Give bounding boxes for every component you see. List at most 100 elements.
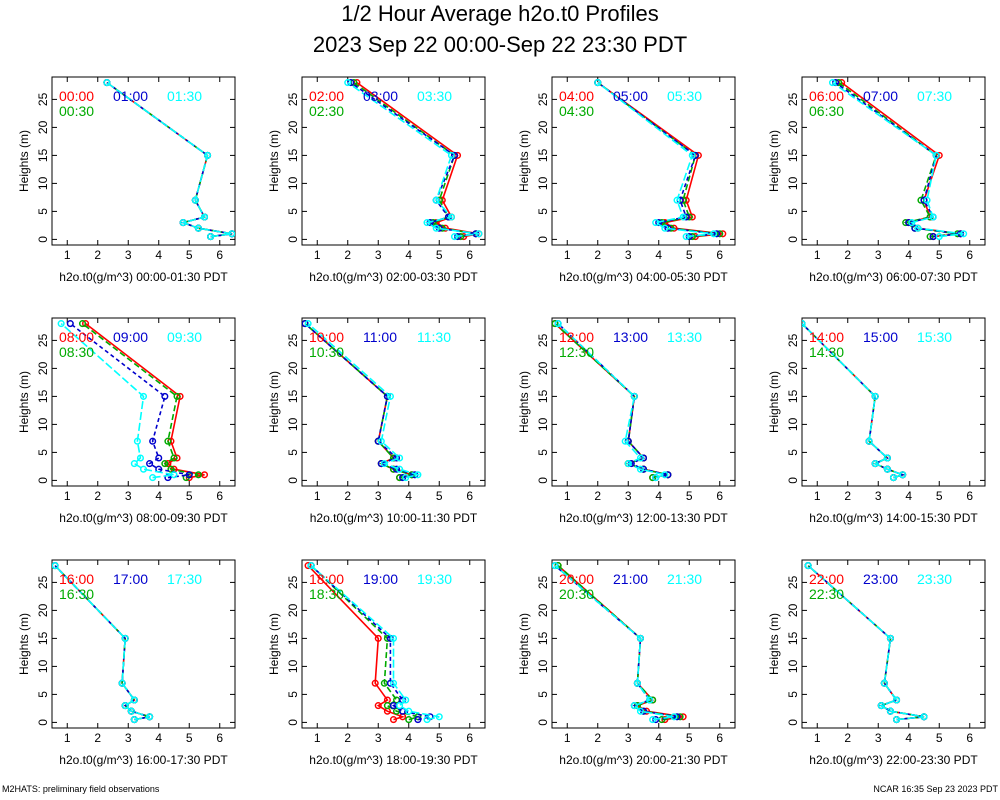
- legend-entry-16:30: 16:30: [59, 586, 94, 602]
- x-tick-label: 3: [125, 248, 132, 262]
- data-point-17:30: [130, 696, 138, 704]
- data-point-05:30: [652, 219, 660, 227]
- series-group: [552, 562, 687, 724]
- x-axis-label: h2o.t0(g/m^3) 20:00-21:30 PDT: [559, 753, 728, 767]
- series-group: [594, 79, 727, 241]
- series-line-04:00: [597, 81, 723, 238]
- data-point-19:30: [423, 716, 431, 724]
- x-tick-label: 1: [814, 731, 821, 745]
- data-point-01:30: [200, 213, 209, 221]
- data-point-09:30: [57, 320, 65, 328]
- y-tick-label: 25: [786, 575, 800, 589]
- data-point-17:30: [121, 634, 129, 642]
- y-tick-label: 15: [36, 631, 50, 645]
- x-axis-label: h2o.t0(g/m^3) 12:00-13:30 PDT: [559, 511, 728, 525]
- data-point-15:30: [802, 320, 806, 328]
- profile-panel-10: 1 2 3 4 5 6 0 5 10 15 20 25 h2o.t0(g/m^3) 20:00-21:3…: [517, 559, 736, 767]
- data-point-15:30: [883, 454, 891, 462]
- x-tick-label: 3: [625, 731, 632, 745]
- x-tick-label: 1: [564, 731, 571, 745]
- data-point-18:00: [371, 679, 379, 687]
- data-point-06:30: [926, 233, 934, 241]
- x-tick-label: 4: [155, 248, 162, 262]
- y-tick-label: 10: [536, 176, 550, 190]
- y-axis-label: Heights (m): [517, 613, 531, 675]
- data-point-03:30: [432, 196, 440, 204]
- data-point-07:30: [923, 196, 931, 204]
- y-tick-label: 10: [36, 176, 50, 190]
- y-tick-label: 25: [536, 575, 550, 589]
- y-tick-label: 20: [536, 120, 550, 134]
- x-tick-label: 2: [594, 248, 601, 262]
- legend-entry-19:00: 19:00: [363, 571, 398, 587]
- data-point-17:30: [118, 679, 126, 687]
- series-line-23:30: [807, 565, 925, 721]
- x-tick-label: 4: [905, 731, 912, 745]
- y-tick-label: 0: [36, 719, 50, 726]
- x-tick-label: 2: [94, 731, 101, 745]
- legend-entry-15:30: 15:30: [917, 329, 952, 345]
- data-point-21:30: [646, 696, 654, 704]
- data-point-13:30: [624, 460, 632, 468]
- data-point-12:30: [649, 474, 657, 482]
- data-point-03:30: [344, 79, 352, 87]
- series-line-00:30: [106, 81, 233, 238]
- series-line-05:30: [597, 81, 714, 238]
- y-axis-label: Heights (m): [267, 613, 281, 675]
- profile-panel-11: 1 2 3 4 5 6 0 5 10 15 20 25 h2o.t0(g/m^3) 22:00-23:3…: [767, 559, 986, 767]
- x-tick-label: 1: [814, 489, 821, 503]
- footer-left: M2HATS: preliminary field observations: [2, 784, 160, 794]
- y-tick-label: 20: [286, 603, 300, 617]
- x-tick-label: 4: [405, 731, 412, 745]
- y-tick-label: 15: [536, 389, 550, 403]
- profile-panel-3: 1 2 3 4 5 6 0 5 10 15 20 25 h2o.t0(g/m^3) 06:00-07:3…: [767, 76, 986, 284]
- y-axis-label: Heights (m): [17, 130, 31, 192]
- legend-entry-10:30: 10:30: [309, 344, 344, 360]
- legend-entry-08:00: 08:00: [59, 329, 94, 345]
- plot-frame: [301, 559, 486, 729]
- data-point-13:30: [636, 465, 645, 473]
- data-point-07:00: [920, 196, 928, 204]
- data-point-21:30: [633, 679, 641, 687]
- data-point-03:30: [423, 219, 431, 227]
- y-tick-label: 15: [286, 631, 300, 645]
- y-tick-label: 5: [536, 691, 550, 698]
- y-tick-label: 5: [786, 208, 800, 215]
- x-tick-label: 3: [625, 489, 632, 503]
- data-point-01:30: [204, 151, 212, 159]
- series-line-07:30: [832, 81, 964, 238]
- data-point-09:00: [155, 454, 163, 462]
- y-tick-label: 20: [36, 120, 50, 134]
- legend-entry-22:00: 22:00: [809, 571, 844, 587]
- data-point-05:30: [682, 233, 690, 241]
- data-point-18:30: [383, 702, 391, 710]
- data-point-19:30: [405, 707, 413, 715]
- data-point-03:30: [447, 151, 456, 159]
- legend-entry-05:00: 05:00: [613, 88, 648, 104]
- profile-panel-7: 1 2 3 4 5 6 0 5 10 15 20 25 h2o.t0(g/m^3) 14:00-15:3…: [767, 317, 986, 525]
- data-point-09:30: [149, 474, 157, 482]
- data-point-09:30: [170, 471, 178, 479]
- data-point-05:30: [679, 213, 687, 221]
- legend-entry-05:30: 05:30: [667, 88, 702, 104]
- x-tick-label: 6: [466, 248, 473, 262]
- data-point-05:30: [710, 230, 718, 238]
- legend-entry-22:30: 22:30: [809, 586, 844, 602]
- data-point-11:30: [380, 460, 388, 468]
- x-tick-label: 5: [186, 248, 193, 262]
- data-point-21:30: [636, 707, 645, 715]
- legend-entry-13:30: 13:30: [667, 329, 702, 345]
- x-tick-label: 3: [375, 248, 382, 262]
- profile-panel-5: 1 2 3 4 5 6 0 5 10 15 20 25 h2o.t0(g/m^3) 10:00-11:3…: [267, 317, 486, 525]
- data-point-17:30: [146, 713, 154, 721]
- y-axis-label: Heights (m): [517, 371, 531, 433]
- profile-panel-4: 1 2 3 4 5 6 0 5 10 15 20 25 h2o.t0(g/m^3) 08:00-09:3…: [17, 317, 236, 525]
- data-point-11:30: [414, 471, 422, 479]
- y-axis-label: Heights (m): [17, 613, 31, 675]
- y-tick-label: 20: [786, 120, 800, 134]
- plot-frame: [551, 317, 736, 487]
- x-tick-label: 1: [64, 489, 71, 503]
- series-line-06:00: [841, 81, 961, 238]
- series-line-02:30: [353, 81, 477, 238]
- series-line-21:30: [554, 564, 675, 721]
